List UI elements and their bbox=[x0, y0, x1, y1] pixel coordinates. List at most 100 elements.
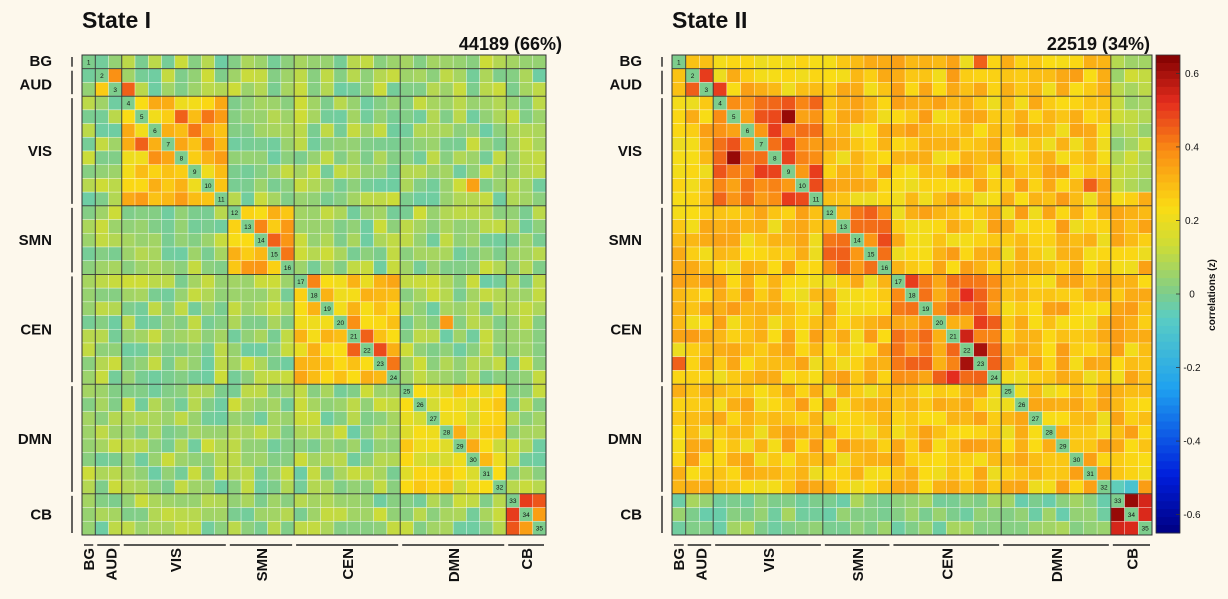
heatmap-cell bbox=[346, 507, 361, 522]
heatmap-cell bbox=[877, 287, 892, 303]
heatmap-cell bbox=[254, 287, 268, 303]
heatmap-cell bbox=[466, 315, 481, 330]
colorbar-segment bbox=[1156, 333, 1180, 343]
heatmap-cell bbox=[94, 178, 109, 193]
heatmap-cell bbox=[1055, 246, 1071, 262]
heatmap-cell bbox=[1096, 315, 1112, 330]
heatmap-cell bbox=[685, 205, 700, 220]
heatmap-cell bbox=[849, 479, 865, 495]
heatmap-cell bbox=[699, 178, 714, 193]
diagonal-label: 23 bbox=[377, 361, 385, 368]
heatmap-cell bbox=[740, 342, 755, 358]
column-network-label: CEN bbox=[939, 548, 956, 580]
heatmap-cell bbox=[519, 424, 534, 440]
heatmap-cell bbox=[214, 123, 229, 138]
heatmap-cell bbox=[519, 232, 534, 248]
heatmap-cell bbox=[360, 507, 374, 522]
diagonal-label: 9 bbox=[193, 169, 197, 176]
heatmap-cell bbox=[147, 150, 162, 166]
colorbar-segment bbox=[1156, 469, 1180, 478]
heatmap-cell bbox=[712, 219, 728, 234]
heatmap-cell bbox=[699, 164, 714, 179]
heatmap-cells bbox=[671, 54, 1153, 536]
heatmap-cell bbox=[877, 383, 892, 399]
heatmap-cell bbox=[740, 301, 755, 316]
heatmap-cell bbox=[753, 109, 769, 124]
heatmap-cell bbox=[452, 342, 467, 358]
heatmap-cell bbox=[174, 109, 189, 124]
heatmap-cell bbox=[1137, 424, 1153, 440]
heatmap-cell bbox=[360, 397, 374, 412]
colorbar-segment bbox=[1156, 365, 1180, 375]
diagonal-label: 2 bbox=[691, 73, 695, 80]
heatmap-cell bbox=[413, 328, 427, 344]
heatmap-cell bbox=[740, 260, 755, 275]
heatmap-cell bbox=[987, 205, 1002, 220]
heatmap-cell bbox=[505, 479, 520, 495]
heatmap-cell bbox=[1137, 397, 1153, 412]
heatmap-cell bbox=[187, 438, 202, 454]
heatmap-cell bbox=[147, 219, 162, 234]
heatmap-cell bbox=[399, 520, 414, 536]
heatmap-cell bbox=[187, 95, 202, 111]
heatmap-cell bbox=[201, 520, 215, 536]
heatmap-cell bbox=[505, 438, 520, 454]
heatmap-cell bbox=[712, 507, 728, 522]
heatmap-cell bbox=[945, 232, 961, 248]
heatmap-cell bbox=[1028, 82, 1043, 97]
heatmap-cell bbox=[726, 315, 741, 330]
heatmap-cell bbox=[712, 274, 728, 289]
heatmap-cell bbox=[1028, 246, 1043, 262]
heatmap-cell bbox=[147, 136, 162, 152]
heatmap-cell bbox=[426, 109, 441, 124]
heatmap-cell bbox=[891, 520, 906, 536]
heatmap-cell bbox=[1041, 178, 1057, 193]
heatmap-cell bbox=[891, 136, 906, 152]
diagonal-label: 14 bbox=[257, 238, 265, 245]
heatmap-cell bbox=[753, 232, 769, 248]
heatmap-cell bbox=[267, 301, 282, 316]
heatmap-cell bbox=[1055, 424, 1071, 440]
heatmap-cell bbox=[1041, 507, 1057, 522]
heatmap-cell bbox=[479, 424, 494, 440]
heatmap-cell bbox=[740, 370, 755, 385]
diagonal-label: 21 bbox=[350, 334, 358, 341]
colorbar-segment bbox=[1156, 349, 1180, 359]
heatmap-cell bbox=[214, 520, 229, 536]
heatmap-cell bbox=[519, 246, 534, 262]
heatmap-cell bbox=[808, 507, 824, 522]
heatmap-cell bbox=[1069, 520, 1084, 536]
heatmap-cell bbox=[346, 178, 361, 193]
heatmap-cell bbox=[108, 342, 123, 358]
heatmap-cell bbox=[240, 370, 255, 385]
heatmap-cell bbox=[1137, 301, 1153, 316]
heatmap-cell bbox=[492, 411, 507, 426]
heatmap-cell bbox=[227, 232, 242, 248]
heatmap-cell bbox=[849, 315, 865, 330]
heatmap-cell bbox=[849, 328, 865, 344]
heatmap-cell bbox=[293, 219, 308, 234]
heatmap-cell bbox=[822, 95, 837, 111]
heatmap-cell bbox=[699, 191, 714, 207]
heatmap-cell bbox=[877, 150, 892, 166]
heatmap-cell bbox=[932, 370, 947, 385]
heatmap-cell bbox=[699, 123, 714, 138]
heatmap-cell bbox=[726, 397, 741, 412]
heatmap-cell bbox=[891, 301, 906, 316]
heatmap-cell bbox=[161, 342, 176, 358]
heatmap-cell bbox=[1028, 301, 1043, 316]
heatmap-cell bbox=[1014, 82, 1029, 97]
heatmap-cell bbox=[1096, 370, 1112, 385]
heatmap-cell bbox=[877, 328, 892, 344]
heatmap-cell bbox=[1028, 424, 1043, 440]
heatmap-cell bbox=[413, 315, 427, 330]
heatmap-cell bbox=[108, 205, 123, 220]
heatmap-cell bbox=[147, 520, 162, 536]
heatmap-cell bbox=[891, 150, 906, 166]
heatmap-cell bbox=[863, 178, 879, 193]
heatmap-cell bbox=[987, 301, 1002, 316]
heatmap-cell bbox=[399, 328, 414, 344]
heatmap-cell bbox=[492, 452, 507, 467]
heatmap-cell bbox=[532, 136, 547, 152]
heatmap-cell bbox=[280, 82, 295, 97]
